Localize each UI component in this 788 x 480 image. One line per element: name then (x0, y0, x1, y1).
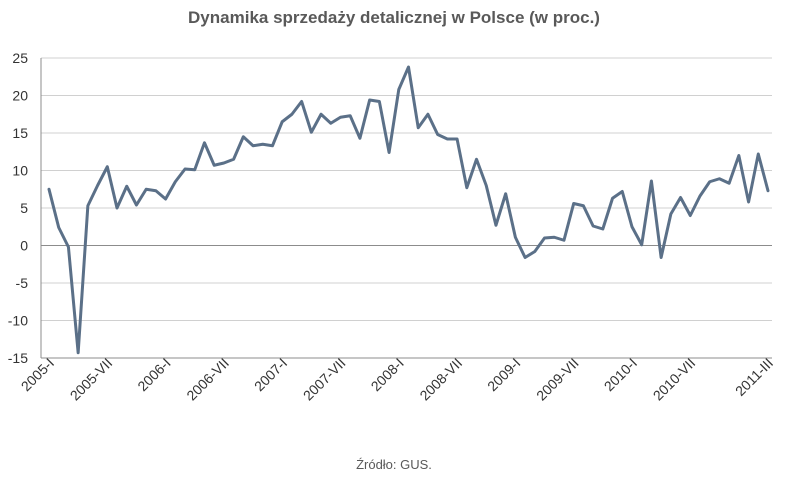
series (47, 65, 770, 355)
y-tick-label: 20 (12, 88, 28, 104)
x-tick-label: 2010-I (601, 355, 640, 394)
source-note: Źródło: GUS. (356, 457, 432, 472)
x-tick-label: 2005-VII (67, 355, 116, 404)
gridlines (41, 57, 772, 359)
x-tick-label: 2007-VII (300, 355, 349, 404)
y-tick-label: 5 (20, 200, 28, 216)
x-tick-label: 2006-VII (183, 355, 232, 404)
y-tick-label: 25 (12, 50, 28, 66)
y-tick-label: -10 (8, 313, 28, 329)
y-tick-label: -5 (16, 275, 29, 291)
x-tick-label: 2009-VII (533, 355, 582, 404)
y-axis-tick-labels: -15 -10 -5 0 5 10 15 20 25 (8, 50, 28, 366)
series-line (47, 65, 770, 355)
x-tick-label: 2008-I (368, 355, 407, 394)
x-tick-label: 2008-VII (416, 355, 465, 404)
y-tick-label: -15 (8, 350, 28, 366)
x-tick-label: 2011-III (732, 355, 776, 399)
chart-title: Dynamika sprzedaży detalicznej w Polsce … (188, 8, 600, 27)
y-tick-label: 0 (20, 238, 28, 254)
x-tick-label: 2009-I (484, 355, 523, 394)
x-tick-label: 2006-I (134, 355, 173, 394)
x-tick-label: 2010-VII (650, 355, 699, 404)
y-tick-label: 15 (12, 125, 28, 141)
y-tick-label: 10 (12, 163, 28, 179)
axes (40, 58, 772, 359)
x-axis-tick-labels: 2005-I 2005-VII 2006-I 2006-VII 2007-I 2007-V… (18, 355, 776, 404)
x-tick-label: 2007-I (251, 355, 290, 394)
